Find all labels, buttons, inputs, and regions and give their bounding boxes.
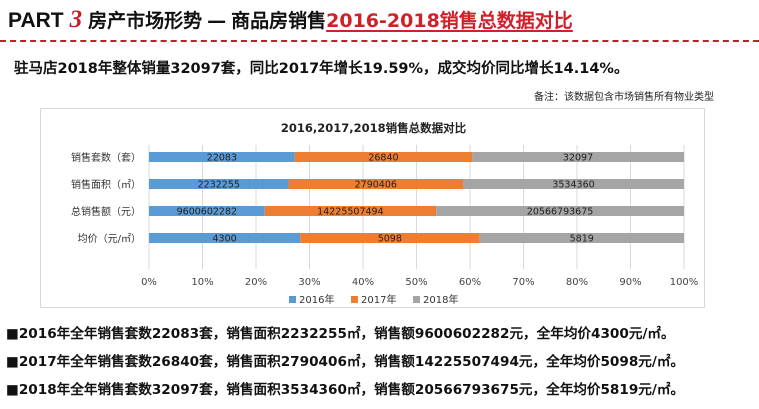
bar-segment [264, 206, 437, 216]
header-divider [0, 40, 759, 42]
x-tick-label: 70% [512, 277, 534, 288]
bar-segment [463, 179, 684, 189]
bar-segment [149, 179, 289, 189]
data-label: 2232255 [198, 180, 240, 191]
chart-note: 备注：该数据包含市场销售所有物业类型 [534, 92, 714, 103]
bar-segment [300, 233, 480, 243]
x-tick-label: 90% [619, 277, 641, 288]
category-label: 销售面积（㎡） [71, 178, 141, 191]
legend-label: 2017年 [361, 293, 396, 306]
summary-text: 驻马店2018年整体销量32097套，同比2017年增长19.59%，成交均价同… [14, 61, 629, 77]
x-tick-label: 100% [670, 277, 699, 288]
bar-segment [149, 233, 301, 243]
x-tick-label: 40% [352, 277, 374, 288]
page-header: PART 3 房产市场形势 — 商品房销售 2016-2018销售总数据对比 [8, 6, 573, 36]
legend-label: 2018年 [423, 293, 458, 306]
data-label: 9600602282 [177, 207, 237, 218]
legend-swatch [351, 296, 358, 303]
bar-segment [472, 152, 684, 162]
x-tick-label: 30% [298, 277, 320, 288]
data-label: 14225507494 [317, 207, 384, 218]
stats-line-2018: ■2018年全年销售套数32097套，销售面积3534360㎡，销售额20566… [6, 382, 685, 398]
category-label: 总销售额（元） [71, 205, 141, 218]
data-label: 2790406 [355, 180, 397, 191]
chart-container: 2016,2017,2018销售总数据对比 0% 10% 20% 30% 40% 50% 60… [40, 108, 705, 308]
stats-line-2017: ■2017年全年销售套数26840套，销售面积2790406㎡，销售额14225… [6, 354, 685, 370]
legend-swatch [413, 296, 420, 303]
x-tick-label: 80% [566, 277, 588, 288]
legend-swatch [289, 296, 296, 303]
header-subtitle: 商品房销售 [231, 10, 327, 32]
bar-segment [288, 179, 464, 189]
data-label: 32097 [563, 153, 593, 164]
header-title: 房产市场形势 [88, 10, 203, 32]
stats-line-2016: ■2016年全年销售套数22083套，销售面积2232255㎡，销售额96006… [6, 326, 675, 342]
bar-segment [149, 152, 295, 162]
data-label: 22083 [207, 153, 237, 164]
header-dash: — [207, 10, 227, 32]
data-label: 5819 [570, 234, 594, 245]
x-tick-label: 10% [191, 277, 213, 288]
header-part-label: PART [8, 9, 64, 32]
data-label: 26840 [368, 153, 398, 164]
x-tick-label: 60% [459, 277, 481, 288]
category-label: 均价（元/㎡） [78, 233, 141, 245]
legend-label: 2016年 [299, 293, 334, 306]
bar-segment [479, 233, 684, 243]
bar-segment [436, 206, 684, 216]
data-label: 4300 [212, 234, 236, 245]
x-tick-label: 0% [141, 277, 157, 288]
bar-segment [294, 152, 473, 162]
data-label: 20566793675 [527, 207, 594, 218]
header-highlight: 2016-2018销售总数据对比 [326, 10, 573, 32]
chart-title: 2016,2017,2018销售总数据对比 [281, 121, 467, 135]
header-part-number: 3 [69, 6, 83, 33]
bar-segment [149, 206, 265, 216]
x-tick-label: 50% [405, 277, 427, 288]
x-tick-label: 20% [245, 277, 267, 288]
category-label: 销售套数（套） [71, 151, 141, 164]
data-label: 3534360 [552, 180, 594, 191]
data-label: 5098 [378, 234, 402, 245]
stacked-bar-chart: 2016,2017,2018销售总数据对比 0% 10% 20% 30% 40% 50% 60… [71, 121, 699, 306]
